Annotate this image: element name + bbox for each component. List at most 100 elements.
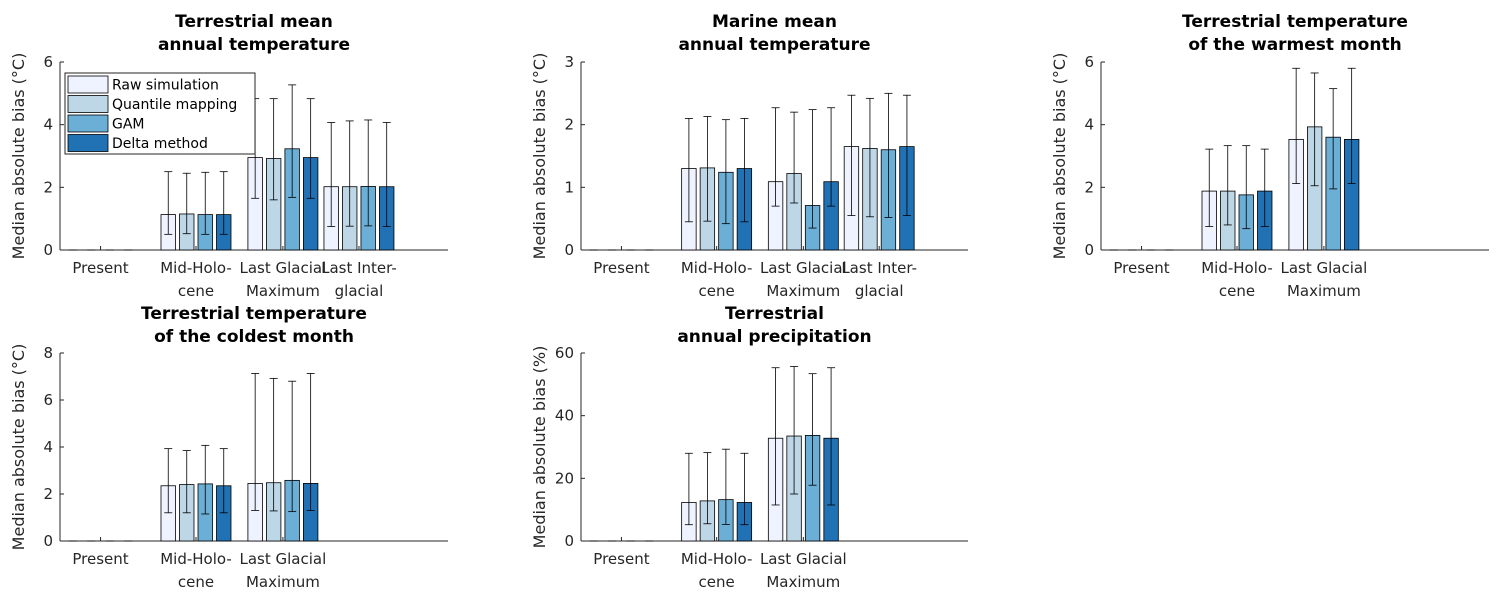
legend-label: Delta method — [112, 136, 208, 152]
x-tick-label: glacial — [855, 282, 904, 300]
x-tick-label: Last Inter- — [841, 259, 917, 277]
x-tick-label: Present — [593, 550, 649, 568]
error-bar — [703, 452, 712, 525]
chart-title: annual temperature — [158, 35, 350, 55]
chart-title: annual precipitation — [677, 327, 871, 347]
y-tick-label: 0 — [43, 241, 53, 259]
error-bar — [1292, 67, 1301, 184]
y-tick-label: 2 — [1084, 178, 1094, 196]
error-bar — [164, 171, 173, 235]
error-bar — [790, 366, 799, 495]
x-tick-label: Last Glacial — [1281, 259, 1368, 277]
error-bar — [790, 111, 799, 204]
x-tick-label: Maximum — [246, 282, 320, 300]
x-tick-label: Maximum — [246, 573, 320, 591]
x-tick-label: cene — [178, 573, 214, 591]
error-bar — [288, 84, 297, 198]
chart-title: annual temperature — [678, 35, 870, 55]
error-bar — [740, 118, 749, 223]
error-bar — [740, 452, 749, 526]
error-bar — [684, 452, 693, 526]
x-tick-label: Present — [72, 550, 128, 568]
error-bar — [827, 107, 836, 207]
error-bar — [847, 94, 856, 216]
legend-label: Raw simulation — [112, 78, 219, 94]
y-tick-label: 40 — [555, 407, 574, 425]
error-bar — [884, 92, 893, 218]
x-tick-label: cene — [1219, 282, 1255, 300]
error-bar — [1310, 72, 1319, 187]
y-tick-label: 0 — [564, 532, 574, 550]
chart-title: Terrestrial mean — [175, 12, 333, 32]
y-tick-label: 20 — [555, 469, 574, 487]
error-bar — [721, 119, 730, 225]
error-bar — [164, 448, 173, 514]
error-bar — [1329, 88, 1338, 190]
error-bar — [771, 367, 780, 506]
y-axis-label: Median absolute bias (°C) — [1050, 53, 1069, 260]
error-bar — [827, 367, 836, 506]
x-tick-label: Mid-Holo- — [681, 259, 753, 277]
error-bar — [269, 377, 278, 512]
y-tick-label: 4 — [43, 438, 53, 456]
error-bar — [327, 122, 336, 227]
error-bar — [808, 373, 817, 486]
error-bar — [721, 448, 730, 525]
x-tick-label: Mid-Holo- — [681, 550, 753, 568]
y-tick-label: 6 — [1084, 53, 1094, 71]
y-tick-label: 0 — [1084, 241, 1094, 259]
y-tick-label: 6 — [43, 53, 53, 71]
x-tick-label: Last Glacial — [240, 259, 327, 277]
y-tick-label: 0 — [43, 532, 53, 550]
y-tick-label: 2 — [43, 178, 53, 196]
error-bar — [288, 380, 297, 513]
error-bar — [382, 122, 391, 227]
error-bar — [1223, 145, 1232, 226]
y-tick-label: 2 — [43, 485, 53, 503]
x-tick-label: Mid-Holo- — [1201, 259, 1273, 277]
chart-title: of the coldest month — [154, 327, 354, 347]
legend: Raw simulation Quantile mapping GAM Delta m… — [64, 72, 256, 155]
x-tick-label: Maximum — [766, 573, 840, 591]
y-axis-label: Median absolute bias (%) — [530, 346, 549, 549]
legend-swatch — [67, 75, 109, 94]
chart-panel-3: Terrestrial temperature of the warmest mo… — [1050, 12, 1489, 300]
x-tick-label: Present — [593, 259, 649, 277]
error-bar — [269, 98, 278, 201]
error-bar — [182, 172, 191, 235]
x-tick-label: cene — [699, 282, 735, 300]
error-bar — [201, 171, 210, 235]
x-tick-label: Last Glacial — [760, 259, 847, 277]
y-tick-label: 8 — [43, 344, 53, 362]
legend-label: GAM — [112, 117, 145, 133]
y-tick-label: 0 — [564, 241, 574, 259]
chart-title: Marine mean — [712, 12, 837, 32]
error-bar — [219, 171, 228, 235]
error-bar — [219, 448, 228, 514]
x-tick-label: Last Glacial — [760, 550, 847, 568]
y-axis-label: Median absolute bias (°C) — [9, 344, 28, 551]
error-bar — [201, 444, 210, 515]
error-bar — [808, 109, 817, 229]
x-tick-label: glacial — [335, 282, 384, 300]
error-bar — [1242, 145, 1251, 230]
y-tick-label: 1 — [564, 178, 574, 196]
error-bar — [902, 94, 911, 216]
chart-title: Terrestrial temperature — [1182, 12, 1408, 32]
x-tick-label: Present — [72, 259, 128, 277]
error-bar — [865, 97, 874, 218]
y-tick-label: 3 — [564, 53, 574, 71]
x-tick-label: Last Inter- — [321, 259, 397, 277]
error-bar — [1347, 67, 1356, 184]
y-tick-label: 6 — [43, 391, 53, 409]
error-bar — [251, 373, 260, 511]
chart-title: Terrestrial temperature — [141, 304, 367, 324]
error-bar — [1260, 148, 1269, 227]
error-bar — [345, 120, 354, 227]
y-tick-label: 4 — [1084, 116, 1094, 134]
chart-panel-5: Terrestrial annual precipitation Median ab… — [530, 304, 968, 591]
chart-panel-4: Terrestrial temperature of the coldest mo… — [9, 304, 448, 591]
error-bar — [306, 98, 315, 199]
y-tick-label: 4 — [43, 116, 53, 134]
